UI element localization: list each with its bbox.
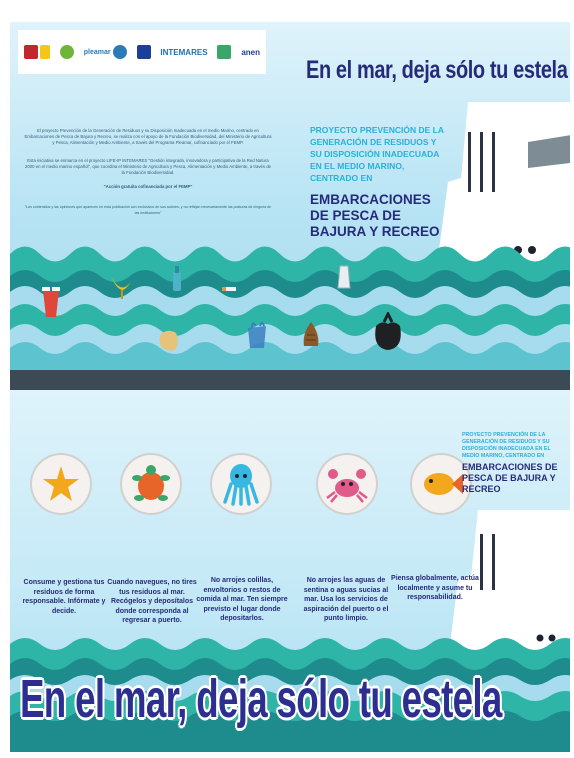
eu-flag-icon [136, 45, 151, 59]
eu-logo [136, 45, 151, 59]
top-panel [10, 22, 570, 370]
fund-logo [217, 45, 232, 59]
wave-icon [112, 45, 127, 59]
sponsor-logos: pleamar INTEMARES anen [18, 30, 266, 74]
paragraph-intemares: Esta iniciativa se enmarca en el proyect… [24, 158, 272, 175]
plastic-bag-icon [248, 322, 266, 348]
garbage-bag-icon [375, 312, 401, 350]
slogan-banner: En el mar, deja sólo tu estela [20, 669, 502, 729]
ministry-flag-icon [40, 45, 50, 59]
tip-caption-1: Consume y gestiona tus residuos de forma… [22, 579, 106, 615]
sea-waves-bottom [10, 638, 570, 752]
sponge-icon [159, 330, 178, 351]
tip-circle-1 [30, 453, 92, 515]
sea-waves [10, 246, 570, 370]
tip-caption-4: No arrojes las aguas de sentina o aguas … [303, 577, 389, 622]
page-title: En el mar, deja sólo tu estela [306, 56, 568, 84]
crab-icon [326, 469, 368, 503]
ministry-logo [24, 45, 50, 59]
biodiversity-logo [59, 45, 74, 59]
leaf-icon [59, 45, 74, 59]
fold-divider [10, 370, 570, 390]
tip-circle-5 [410, 453, 472, 515]
project-subtitle-bottom: PROYECTO PREVENCIÓN DE LA GENERACIÓN DE … [462, 432, 551, 459]
shell-icon [303, 322, 319, 346]
tip-circle-4 [316, 453, 378, 515]
tip-circle-2 [120, 453, 182, 515]
anen-logo: anen [241, 47, 260, 57]
project-main-title-bottom: EMBARCACIONES DE PESCA DE BAJURA Y RECRE… [462, 462, 558, 494]
bottom-panel [10, 390, 570, 752]
starfish-icon [43, 466, 79, 501]
project-main-title: EMBARCACIONES DE PESCA DE BAJURA Y RECRE… [310, 192, 440, 239]
disclaimer-note: "Los contenidos y las opiniones que apar… [24, 205, 272, 215]
octopus-icon [223, 464, 259, 506]
tip-caption-5: Piensa globalmente, actúa localmente y a… [391, 575, 479, 601]
plastic-cup-icon [42, 284, 60, 317]
fund-emblem-icon [217, 45, 232, 59]
tip-caption-2: Cuando navegues, no tires tus residuos a… [107, 579, 197, 624]
paragraph-project: El proyecto Prevención de la Generación … [24, 128, 272, 145]
turtle-icon [132, 465, 170, 501]
banana-peel-icon [112, 278, 132, 299]
project-subtitle: PROYECTO PREVENCIÓN DE LA GENERACIÓN DE … [310, 125, 444, 183]
tip-caption-3: No arrojes colillas, envoltorios o resto… [196, 577, 288, 622]
spain-coat-of-arms-icon [24, 45, 38, 59]
tip-circle-3 [210, 453, 272, 515]
fish-icon [424, 473, 463, 495]
cofinanced-note: "Acción gratuita cofinanciada por el FEM… [103, 184, 193, 189]
pleamar-logo: pleamar [84, 45, 127, 59]
cigarette-icon [222, 287, 236, 291]
intemares-logo: INTEMARES [160, 47, 208, 57]
plastic-bottle-icon [337, 265, 351, 289]
bottle-icon [173, 266, 181, 291]
